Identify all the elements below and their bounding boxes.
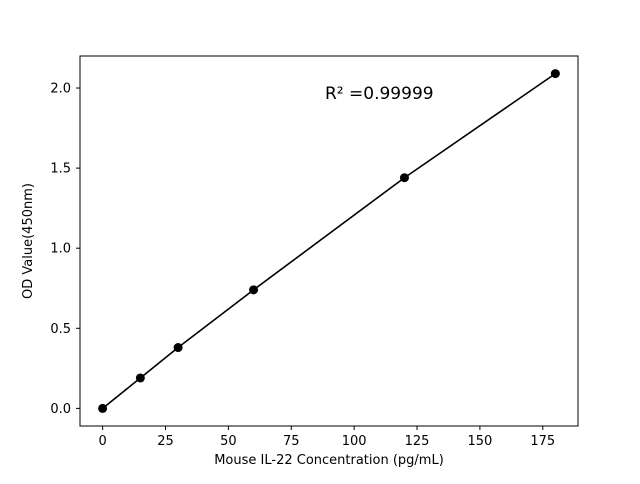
- x-tick-label: 50: [220, 434, 237, 449]
- y-tick-label: 1.5: [50, 162, 71, 177]
- data-point: [550, 69, 560, 79]
- data-point: [399, 173, 409, 183]
- x-axis-label: Mouse IL-22 Concentration (pg/mL): [214, 453, 444, 468]
- x-tick-label: 175: [530, 434, 555, 449]
- x-tick-label: 100: [342, 434, 367, 449]
- standard-curve-line: [101, 72, 557, 410]
- y-tick-label: 0.0: [50, 402, 71, 417]
- r-squared-annotation: R² =0.99999: [325, 84, 434, 104]
- x-tick-label: 75: [283, 434, 300, 449]
- data-point: [135, 373, 145, 383]
- axes-frame: [79, 55, 579, 427]
- y-tick-label: 1.0: [50, 242, 71, 257]
- data-point: [98, 403, 108, 413]
- x-tick-label: 150: [467, 434, 492, 449]
- x-tick-label: 125: [405, 434, 430, 449]
- y-tick-label: 2.0: [50, 82, 71, 97]
- y-axis-label: OD Value(450nm): [21, 183, 36, 299]
- x-tick-label: 25: [157, 434, 174, 449]
- data-point: [173, 343, 183, 353]
- y-tick-label: 0.5: [50, 322, 71, 337]
- data-point: [249, 285, 259, 295]
- x-tick-label: 0: [98, 434, 106, 449]
